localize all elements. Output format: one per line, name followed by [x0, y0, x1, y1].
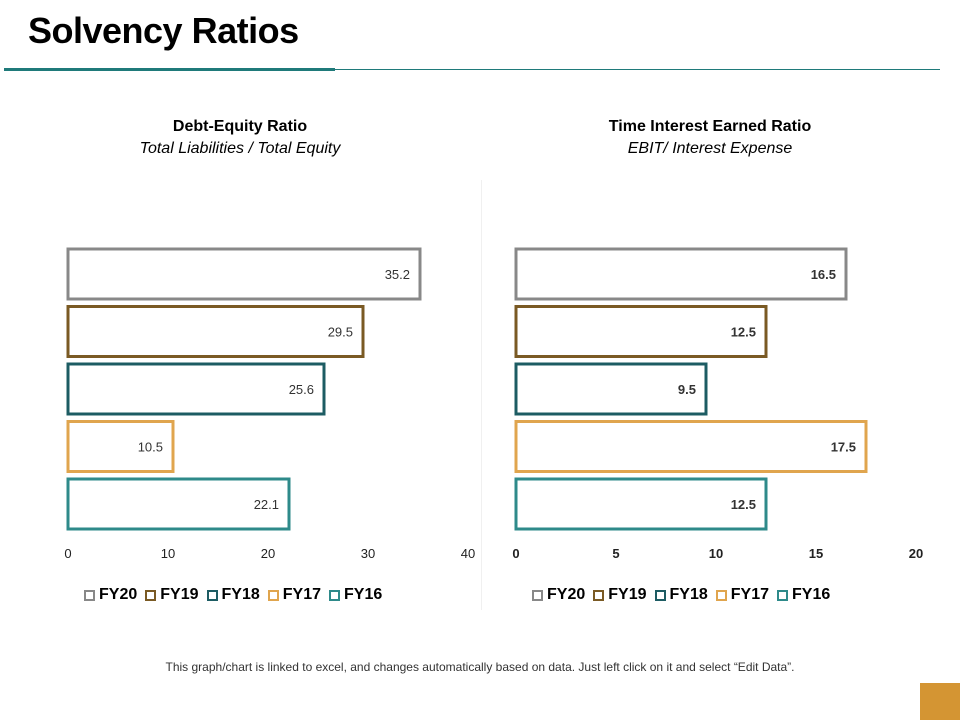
debt-equity-legend-item: FY20 — [84, 586, 137, 604]
title-accent-bar — [4, 68, 335, 71]
interest-earned-legend-label: FY18 — [669, 586, 708, 603]
debt-equity-bar-fy17 — [66, 420, 175, 473]
interest-earned-subtitle: EBIT/ Interest Expense — [627, 140, 793, 157]
interest-earned-legend-label: FY17 — [730, 586, 769, 603]
debt-equity-legend-item: FY16 — [329, 586, 382, 604]
interest-earned-legend-swatch — [777, 589, 788, 601]
debt-equity-legend-label: FY16 — [344, 586, 383, 603]
debt-equity-tick-label: 30 — [361, 546, 375, 561]
debt-equity-title: Debt-Equity Ratio — [172, 118, 308, 135]
corner-decoration — [920, 683, 960, 720]
interest-earned-bar-fy20 — [514, 247, 848, 301]
debt-equity-legend-item: FY18 — [206, 586, 260, 604]
debt-equity-legend-swatch — [267, 589, 279, 601]
debt-equity-legend-item: FY17 — [267, 586, 321, 604]
debt-equity-legend-label: FY18 — [221, 586, 260, 603]
interest-earned-legend-swatch — [715, 589, 727, 601]
interest-earned-title: Time Interest Earned Ratio — [608, 118, 812, 135]
debt-equity-bar-fy20 — [66, 247, 422, 301]
page-title: Solvency Ratios — [28, 10, 299, 51]
debt-equity-value-label: 22.1 — [254, 497, 279, 512]
debt-equity-value-label: 35.2 — [385, 267, 410, 282]
chart-separator — [481, 180, 482, 610]
interest-earned-legend: FY20 FY19 FY18 FY17 FY16 — [532, 584, 838, 606]
debt-equity-tick-label: 20 — [261, 546, 275, 561]
footnote: This graph/chart is linked to excel, and… — [165, 660, 795, 674]
interest-earned-value-label: 12.5 — [731, 325, 756, 340]
interest-earned-bar-fy17 — [514, 420, 868, 473]
interest-earned-tick-label: 0 — [512, 546, 519, 561]
debt-equity-subtitle: Total Liabilities / Total Equity — [139, 140, 341, 157]
debt-equity-legend-item: FY19 — [145, 586, 199, 604]
debt-equity-legend-label: FY17 — [282, 586, 321, 603]
interest-earned-bar-fy18 — [514, 362, 708, 416]
interest-earned-legend-swatch — [593, 589, 605, 601]
debt-equity-bar-fy18 — [66, 362, 326, 416]
interest-earned-legend-item: FY16 — [777, 586, 830, 604]
debt-equity-heading: Debt-Equity Ratio Total Liabilities / To… — [30, 116, 450, 160]
interest-earned-bar-fy16 — [514, 477, 768, 531]
debt-equity-value-label: 29.5 — [328, 325, 353, 340]
interest-earned-value-label: 16.5 — [811, 267, 836, 282]
debt-equity-legend-swatch — [145, 589, 157, 601]
interest-earned-legend-item: FY19 — [593, 586, 647, 604]
debt-equity-bar-fy16 — [66, 477, 291, 531]
debt-equity-value-label: 10.5 — [138, 440, 163, 455]
interest-earned-value-label: 12.5 — [731, 497, 756, 512]
interest-earned-legend-swatch — [532, 589, 543, 601]
debt-equity-value-label: 25.6 — [289, 382, 314, 397]
interest-earned-legend-label: FY16 — [792, 586, 831, 603]
debt-equity-tick-label: 40 — [461, 546, 475, 561]
interest-earned-heading: Time Interest Earned Ratio EBIT/ Interes… — [500, 116, 920, 160]
debt-equity-legend: FY20 FY19 FY18 FY17 FY16 — [84, 584, 390, 606]
debt-equity-legend-label: FY20 — [99, 586, 138, 603]
interest-earned-tick-label: 10 — [709, 546, 723, 561]
interest-earned-tick-label: 15 — [809, 546, 823, 561]
interest-earned-legend-swatch — [654, 589, 666, 601]
interest-earned-legend-item: FY17 — [715, 586, 769, 604]
debt-equity-legend-swatch — [206, 589, 218, 601]
debt-equity-legend-label: FY19 — [160, 586, 199, 603]
debt-equity-legend-swatch — [84, 589, 95, 601]
debt-equity-legend-swatch — [329, 589, 340, 601]
title-divider — [4, 69, 940, 70]
interest-earned-legend-label: FY20 — [547, 586, 586, 603]
debt-equity-tick-label: 0 — [64, 546, 71, 561]
interest-earned-tick-label: 20 — [909, 546, 923, 561]
interest-earned-legend-item: FY20 — [532, 586, 585, 604]
interest-earned-bar-fy19 — [514, 305, 768, 358]
interest-earned-tick-label: 5 — [612, 546, 619, 561]
debt-equity-bar-fy19 — [66, 305, 365, 358]
interest-earned-value-label: 9.5 — [678, 382, 696, 397]
debt-equity-tick-label: 10 — [161, 546, 175, 561]
interest-earned-legend-label: FY19 — [608, 586, 647, 603]
interest-earned-value-label: 17.5 — [831, 440, 856, 455]
interest-earned-legend-item: FY18 — [654, 586, 708, 604]
